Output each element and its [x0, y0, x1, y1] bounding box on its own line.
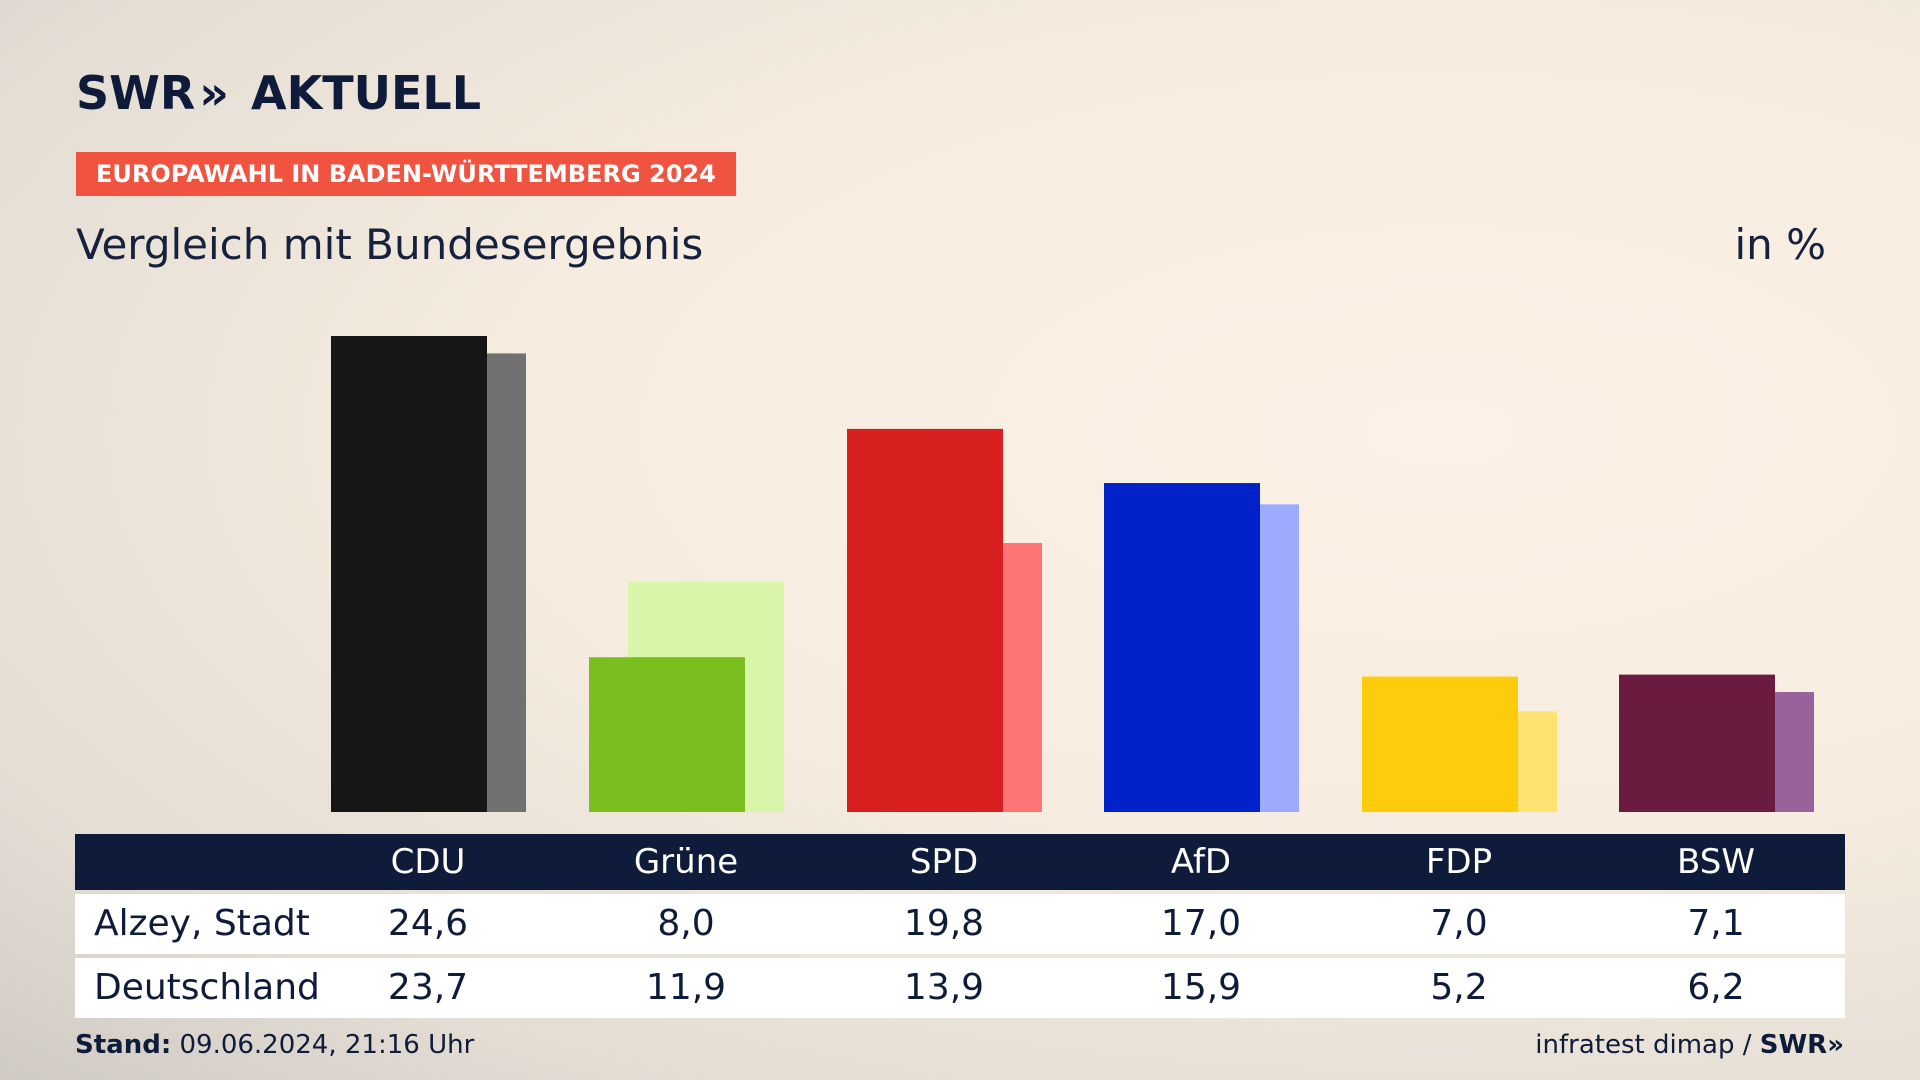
- table-row-national: Deutschland 23,7 11,9 13,9 15,9 5,2 6,2: [75, 958, 1845, 1018]
- cell-national-afd: 15,9: [1160, 967, 1242, 1008]
- results-table: CDU Grüne SPD AfD FDP BSW Alzey, Stadt 2…: [75, 834, 1845, 1018]
- header-fdp: FDP: [1425, 842, 1493, 882]
- row-label-national: Deutschland: [94, 967, 320, 1008]
- bar-local-afd: [1104, 483, 1260, 812]
- bar-local-bsw: [1619, 674, 1775, 812]
- timestamp-value: 09.06.2024, 21:16 Uhr: [179, 1030, 475, 1060]
- cell-national-fdp: 5,2: [1430, 967, 1488, 1008]
- bar-local-cdu: [331, 336, 487, 812]
- cell-local-afd: 17,0: [1160, 903, 1242, 944]
- election-badge: EUROPAWAHL IN BADEN-WÜRTTEMBERG 2024: [76, 152, 736, 196]
- swr-aktuell-logo: SWR» AKTUELL: [76, 66, 481, 120]
- cell-national-cdu: 23,7: [387, 967, 469, 1008]
- source-credit: infratest dimap / SWR»: [1535, 1030, 1844, 1060]
- header-bsw: BSW: [1677, 842, 1755, 882]
- cell-national-gruene: 11,9: [645, 967, 727, 1008]
- logo-section: AKTUELL: [251, 66, 482, 120]
- cell-local-spd: 19,8: [903, 903, 985, 944]
- logo-chevrons: »: [199, 66, 230, 120]
- header-afd: AfD: [1170, 842, 1232, 882]
- unit-label: in %: [1734, 220, 1826, 269]
- logo-swr: SWR: [76, 66, 196, 120]
- source-brand: SWR»: [1759, 1030, 1844, 1060]
- cell-national-spd: 13,9: [903, 967, 985, 1008]
- bar-local-grüne: [589, 657, 745, 812]
- header-cdu: CDU: [390, 842, 466, 882]
- table-row-local: Alzey, Stadt 24,6 8,0 19,8 17,0 7,0 7,1: [75, 894, 1845, 954]
- cell-local-bsw: 7,1: [1687, 903, 1745, 944]
- table-header: CDU Grüne SPD AfD FDP BSW: [75, 834, 1845, 890]
- source-text: infratest dimap /: [1535, 1030, 1752, 1060]
- timestamp: Stand: 09.06.2024, 21:16 Uhr: [75, 1030, 474, 1060]
- timestamp-label: Stand:: [75, 1030, 172, 1060]
- cell-local-gruene: 8,0: [657, 903, 715, 944]
- cell-national-bsw: 6,2: [1687, 967, 1745, 1008]
- bar-local-fdp: [1362, 676, 1518, 812]
- header-spd: SPD: [909, 842, 979, 882]
- header-gruene: Grüne: [633, 842, 739, 882]
- row-label-local: Alzey, Stadt: [94, 903, 310, 944]
- cell-local-cdu: 24,6: [387, 903, 469, 944]
- chart-subtitle: Vergleich mit Bundesergebnis: [76, 220, 704, 269]
- cell-local-fdp: 7,0: [1430, 903, 1488, 944]
- bar-local-spd: [847, 428, 1003, 812]
